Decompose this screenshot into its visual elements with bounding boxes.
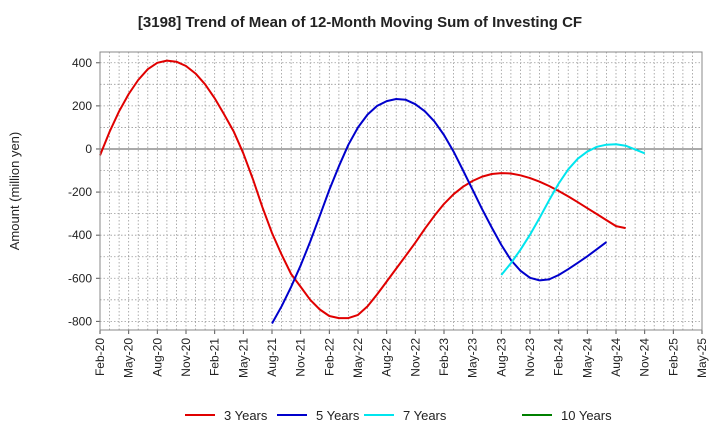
series-line-7-years — [500, 143, 646, 276]
x-tick-label: May-25 — [695, 338, 709, 378]
x-tick-label: Aug-23 — [494, 338, 508, 377]
y-tick-label: -800 — [68, 314, 92, 328]
x-tick-label: Nov-24 — [638, 338, 652, 377]
legend-label: 3 Years — [224, 408, 268, 423]
x-tick-label: Aug-22 — [380, 338, 394, 377]
x-tick-label: May-21 — [236, 338, 250, 378]
y-tick-label: -600 — [68, 271, 92, 285]
x-tick-label: Feb-22 — [322, 338, 336, 376]
x-tick-label: Aug-21 — [265, 338, 279, 377]
legend-label: 10 Years — [561, 408, 612, 423]
x-tick-label: Feb-23 — [437, 338, 451, 376]
series-line-3-years — [99, 59, 626, 320]
x-tick-label: May-20 — [122, 338, 136, 378]
x-tick-label: Nov-22 — [408, 338, 422, 377]
x-axis-ticks: Feb-20 May-20 Aug-20 Nov-20 Feb-21 May-21 Aug-… — [93, 330, 709, 378]
y-axis-ticks: 400 200 0 -200 -400 -600 -800 — [68, 56, 100, 328]
x-tick-label: May-24 — [580, 338, 594, 378]
chart-title: [3198] Trend of Mean of 12-Month Moving … — [137, 14, 583, 31]
y-axis-label: Amount (million yen) — [7, 132, 22, 251]
x-tick-label: Nov-23 — [523, 338, 537, 377]
y-tick-label: -400 — [68, 228, 92, 242]
x-tick-label: Feb-24 — [552, 338, 566, 376]
y-tick-label: 0 — [85, 142, 92, 156]
plot-frame — [99, 51, 703, 331]
x-tick-label: Feb-21 — [208, 338, 222, 376]
series-line-5-years — [271, 98, 607, 324]
series-lines — [99, 59, 646, 324]
x-tick-label: Aug-20 — [150, 338, 164, 377]
x-tick-label: Feb-25 — [666, 338, 680, 376]
y-tick-label: 400 — [72, 56, 92, 70]
legend-label: 5 Years — [316, 408, 360, 423]
grid — [99, 52, 703, 330]
y-tick-label: 200 — [72, 99, 92, 113]
x-tick-label: May-23 — [466, 338, 480, 378]
x-tick-label: Feb-20 — [93, 338, 107, 376]
x-tick-label: Nov-21 — [294, 338, 308, 377]
x-tick-label: Aug-24 — [609, 338, 623, 377]
legend-label: 7 Years — [403, 408, 447, 423]
y-tick-label: -200 — [68, 185, 92, 199]
legend: 3 Years 5 Years 7 Years 10 Years — [185, 408, 612, 423]
x-tick-label: Nov-20 — [179, 338, 193, 377]
x-tick-label: May-22 — [351, 338, 365, 378]
